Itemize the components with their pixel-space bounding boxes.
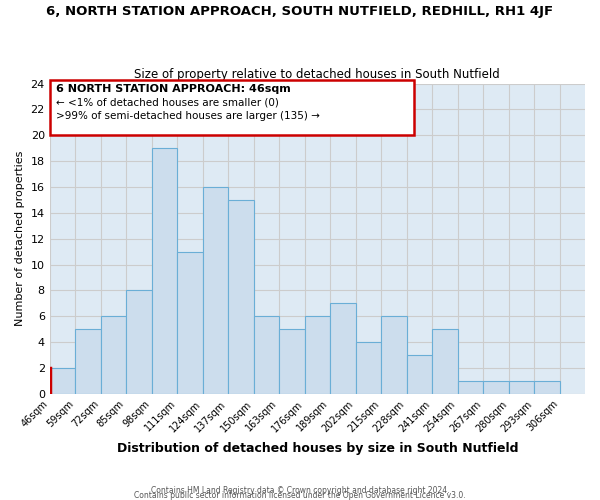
Bar xyxy=(177,252,203,394)
Bar xyxy=(203,187,228,394)
Bar xyxy=(330,304,356,394)
Bar xyxy=(432,329,458,394)
Text: ← <1% of detached houses are smaller (0): ← <1% of detached houses are smaller (0) xyxy=(56,98,278,108)
Bar xyxy=(483,381,509,394)
Bar xyxy=(126,290,152,394)
Bar xyxy=(407,355,432,394)
Bar xyxy=(305,316,330,394)
Text: >99% of semi-detached houses are larger (135) →: >99% of semi-detached houses are larger … xyxy=(56,110,319,120)
Bar xyxy=(254,316,279,394)
Bar xyxy=(381,316,407,394)
Bar xyxy=(279,329,305,394)
Bar xyxy=(50,368,75,394)
Bar xyxy=(228,200,254,394)
FancyBboxPatch shape xyxy=(50,80,415,136)
Bar xyxy=(534,381,560,394)
Text: 6, NORTH STATION APPROACH, SOUTH NUTFIELD, REDHILL, RH1 4JF: 6, NORTH STATION APPROACH, SOUTH NUTFIEL… xyxy=(46,5,554,18)
Bar xyxy=(101,316,126,394)
Bar xyxy=(458,381,483,394)
Title: Size of property relative to detached houses in South Nutfield: Size of property relative to detached ho… xyxy=(134,68,500,81)
Bar xyxy=(75,329,101,394)
Text: Contains public sector information licensed under the Open Government Licence v3: Contains public sector information licen… xyxy=(134,490,466,500)
Text: 6 NORTH STATION APPROACH: 46sqm: 6 NORTH STATION APPROACH: 46sqm xyxy=(56,84,290,94)
Bar xyxy=(356,342,381,394)
Y-axis label: Number of detached properties: Number of detached properties xyxy=(15,151,25,326)
X-axis label: Distribution of detached houses by size in South Nutfield: Distribution of detached houses by size … xyxy=(116,442,518,455)
Bar xyxy=(509,381,534,394)
Bar xyxy=(152,148,177,394)
Text: Contains HM Land Registry data © Crown copyright and database right 2024.: Contains HM Land Registry data © Crown c… xyxy=(151,486,449,495)
